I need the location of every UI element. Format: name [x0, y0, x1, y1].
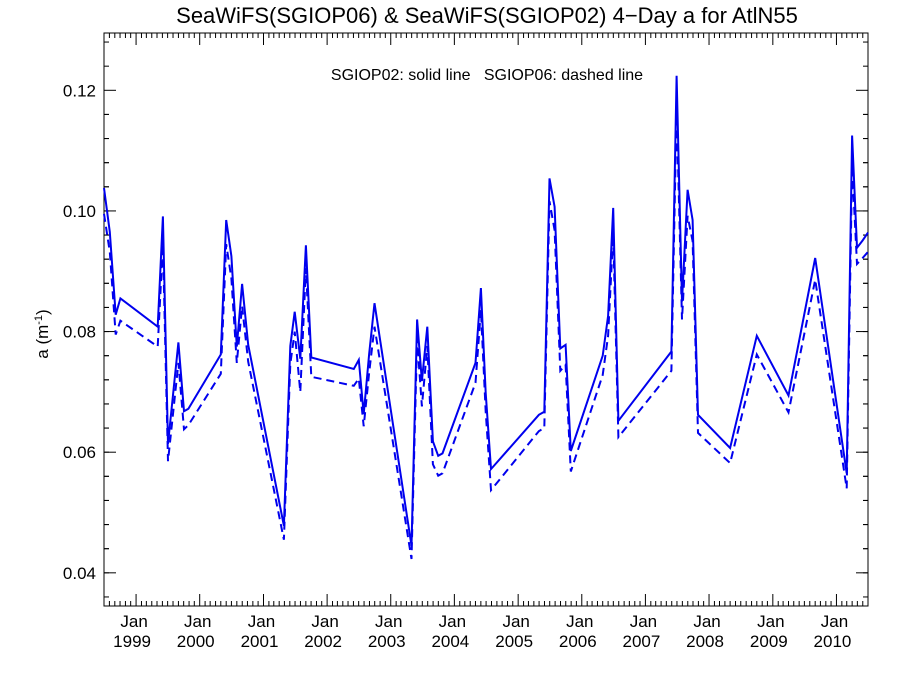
- x-tick-month-label: Jan: [693, 612, 720, 631]
- plot-frame: [103, 32, 869, 607]
- x-tick-month-label: Jan: [757, 612, 784, 631]
- x-tick-month-label: Jan: [439, 612, 466, 631]
- series-line-dashed: [103, 108, 869, 560]
- x-tick-year-label: 2003: [368, 632, 406, 651]
- y-tick-label: 0.04: [63, 564, 96, 583]
- x-axis: Jan1999Jan2000Jan2001Jan2002Jan2003Jan20…: [103, 33, 869, 651]
- x-tick-year-label: 2009: [750, 632, 788, 651]
- y-tick-label: 0.06: [63, 443, 96, 462]
- x-tick-year-label: 2001: [241, 632, 279, 651]
- x-tick-year-label: 2005: [495, 632, 533, 651]
- x-tick-year-label: 2006: [559, 632, 597, 651]
- y-axis-label-close: ): [33, 309, 52, 315]
- x-tick-month-label: Jan: [630, 612, 657, 631]
- legend-annotation: SGIOP02: solid line SGIOP06: dashed line: [331, 67, 643, 84]
- y-tick-label: 0.08: [63, 323, 96, 342]
- x-tick-year-label: 2010: [814, 632, 852, 651]
- y-tick-label: 0.12: [63, 81, 96, 100]
- y-axis-label: a (m-1): [33, 309, 52, 358]
- x-tick-month-label: Jan: [120, 612, 147, 631]
- x-tick-year-label: 1999: [113, 632, 151, 651]
- x-tick-year-label: 2000: [177, 632, 215, 651]
- x-tick-month-label: Jan: [248, 612, 275, 631]
- y-tick-label: 0.10: [63, 202, 96, 221]
- x-tick-year-label: 2002: [304, 632, 342, 651]
- x-tick-year-label: 2004: [431, 632, 469, 651]
- x-tick-month-label: Jan: [375, 612, 402, 631]
- x-tick-month-label: Jan: [311, 612, 338, 631]
- x-tick-month-label: Jan: [184, 612, 211, 631]
- y-axis-label-exponent: -1: [33, 315, 45, 325]
- y-axis: 0.04 0.06 0.08 0.10 0.12: [63, 41, 868, 598]
- y-axis-label-main: a (m: [33, 325, 52, 359]
- series-layer: [103, 75, 869, 560]
- x-tick-month-label: Jan: [502, 612, 529, 631]
- x-tick-year-label: 2008: [686, 632, 724, 651]
- x-tick-month-label: Jan: [566, 612, 593, 631]
- x-tick-month-label: Jan: [821, 612, 848, 631]
- series-line-solid: [103, 75, 869, 546]
- chart-title: SeaWiFS(SGIOP06) & SeaWiFS(SGIOP02) 4−Da…: [176, 3, 798, 28]
- x-tick-year-label: 2007: [622, 632, 660, 651]
